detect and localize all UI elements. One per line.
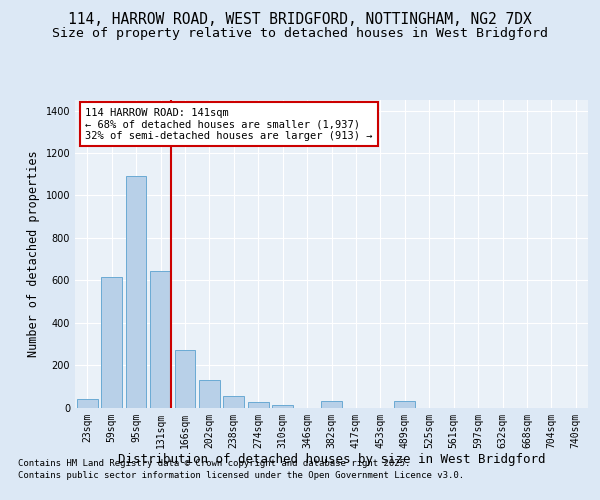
Bar <box>199 380 220 407</box>
Text: Contains HM Land Registry data © Crown copyright and database right 2025.: Contains HM Land Registry data © Crown c… <box>18 460 410 468</box>
Bar <box>101 277 122 407</box>
Bar <box>223 396 244 407</box>
Bar <box>248 402 269 407</box>
Bar <box>175 350 196 408</box>
X-axis label: Distribution of detached houses by size in West Bridgford: Distribution of detached houses by size … <box>118 453 545 466</box>
Bar <box>77 399 98 407</box>
Bar <box>394 401 415 407</box>
Bar <box>321 401 342 407</box>
Bar <box>272 406 293 407</box>
Bar <box>125 176 146 408</box>
Text: Size of property relative to detached houses in West Bridgford: Size of property relative to detached ho… <box>52 26 548 40</box>
Y-axis label: Number of detached properties: Number of detached properties <box>27 150 40 357</box>
Text: 114 HARROW ROAD: 141sqm
← 68% of detached houses are smaller (1,937)
32% of semi: 114 HARROW ROAD: 141sqm ← 68% of detache… <box>85 108 373 141</box>
Text: Contains public sector information licensed under the Open Government Licence v3: Contains public sector information licen… <box>18 472 464 480</box>
Bar <box>150 270 171 407</box>
Text: 114, HARROW ROAD, WEST BRIDGFORD, NOTTINGHAM, NG2 7DX: 114, HARROW ROAD, WEST BRIDGFORD, NOTTIN… <box>68 12 532 26</box>
